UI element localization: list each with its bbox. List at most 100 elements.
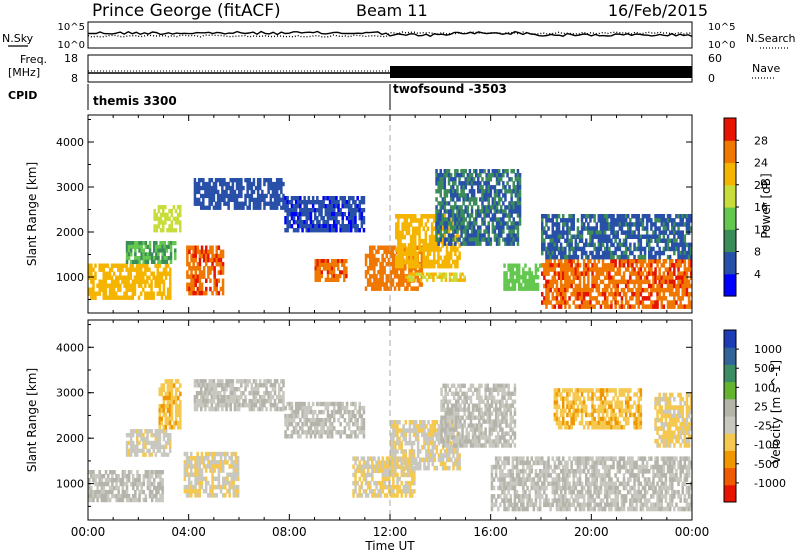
echo-cell xyxy=(280,197,283,202)
echo-cell xyxy=(106,283,110,288)
echo-cell xyxy=(511,282,515,288)
echo-cell xyxy=(631,287,634,293)
echo-cell xyxy=(437,255,440,261)
echo-cell xyxy=(366,464,370,469)
echo-cell xyxy=(269,395,273,400)
echo-cell xyxy=(506,233,509,238)
echo-cell xyxy=(240,383,243,388)
echo-cell xyxy=(508,233,511,238)
echo-cell xyxy=(136,470,139,475)
echo-cell xyxy=(102,485,106,491)
echo-cell xyxy=(144,497,148,503)
echo-cell xyxy=(397,274,401,279)
echo-cell xyxy=(132,241,135,246)
echo-cell xyxy=(290,224,294,229)
echo-cell xyxy=(216,379,220,384)
echo-cell xyxy=(664,275,668,280)
echo-cell xyxy=(603,283,607,289)
echo-cell xyxy=(154,440,158,446)
echo-cell xyxy=(234,468,238,473)
echo-cell xyxy=(487,237,490,242)
echo-cell xyxy=(146,478,150,483)
echo-cell xyxy=(660,238,663,243)
echo-cell xyxy=(687,292,691,297)
echo-cell xyxy=(222,476,225,482)
echo-cell xyxy=(650,283,653,289)
echo-cell xyxy=(551,263,554,268)
echo-cell xyxy=(481,209,484,214)
echo-cell xyxy=(364,493,368,498)
echo-cell xyxy=(214,395,218,400)
echo-cell xyxy=(356,409,359,415)
echo-cell xyxy=(585,226,588,231)
echo-cell xyxy=(162,404,166,409)
echo-cell xyxy=(142,279,145,284)
echo-cell xyxy=(225,403,228,408)
echo-cell xyxy=(229,178,232,183)
echo-cell xyxy=(369,456,372,461)
echo-cell xyxy=(437,177,440,182)
echo-cell xyxy=(441,201,445,206)
echo-cell xyxy=(622,230,626,235)
echo-cell xyxy=(200,403,203,408)
echo-cell xyxy=(622,214,626,219)
echo-cell xyxy=(267,399,270,404)
echo-cell xyxy=(522,286,525,291)
echo-cell xyxy=(108,271,112,276)
echo-band xyxy=(503,263,542,291)
echo-cell xyxy=(254,205,258,210)
echo-cell xyxy=(161,485,164,491)
echo-cell xyxy=(629,304,632,309)
echo-cell xyxy=(654,275,657,280)
echo-cell xyxy=(497,169,501,174)
echo-cell xyxy=(387,249,391,255)
echo-cell xyxy=(508,229,511,234)
echo-cell xyxy=(208,399,211,404)
echo-cell xyxy=(447,226,451,232)
echo-cell xyxy=(458,193,461,198)
echo-cell xyxy=(658,259,661,264)
echo-cell xyxy=(177,387,180,392)
echo-cell xyxy=(330,270,334,275)
echo-cell xyxy=(314,409,317,415)
echo-cell xyxy=(104,497,108,503)
echo-cell xyxy=(472,193,476,198)
echo-cell xyxy=(138,478,141,483)
echo-cell xyxy=(362,426,366,431)
echo-cell xyxy=(512,205,515,210)
echo-cell xyxy=(278,193,281,199)
echo-cell xyxy=(232,489,236,494)
echo-cell xyxy=(307,228,311,233)
echo-cell xyxy=(217,262,221,267)
echo-cell xyxy=(516,209,520,214)
echo-cell xyxy=(458,237,461,242)
echo-cell xyxy=(226,480,229,486)
echo-cell xyxy=(345,401,349,407)
echo-cell xyxy=(335,224,338,229)
echo-cell xyxy=(208,387,211,392)
echo-cell xyxy=(148,248,152,253)
echo-cell xyxy=(409,275,412,279)
echo-cell xyxy=(170,412,174,417)
echo-cell xyxy=(267,178,270,183)
echo-cell xyxy=(166,420,170,426)
echo-cell xyxy=(454,177,457,182)
echo-cell xyxy=(468,241,472,246)
echo-cell xyxy=(204,403,207,408)
echo-cell xyxy=(379,489,382,494)
echo-cell xyxy=(354,200,357,205)
echo-cell xyxy=(104,291,108,296)
echo-cell xyxy=(585,292,588,297)
echo-cell xyxy=(599,230,603,235)
echo-cell xyxy=(110,275,114,280)
echo-cell xyxy=(250,406,254,412)
echo-cell xyxy=(286,422,289,427)
echo-cell xyxy=(656,242,659,248)
echo-cell xyxy=(303,212,306,217)
echo-cell xyxy=(595,230,598,235)
echo-cell xyxy=(102,474,106,479)
echo-cell xyxy=(166,436,170,442)
echo-cell xyxy=(568,304,571,309)
echo-cell xyxy=(228,493,231,498)
echo-cell xyxy=(612,254,615,260)
